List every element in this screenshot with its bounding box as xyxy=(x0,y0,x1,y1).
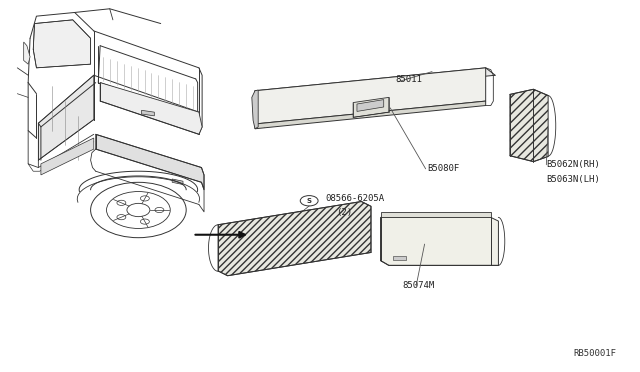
Polygon shape xyxy=(510,89,548,161)
Polygon shape xyxy=(96,134,204,190)
Polygon shape xyxy=(255,68,495,98)
Polygon shape xyxy=(172,179,183,185)
Text: 85011: 85011 xyxy=(395,76,422,84)
Polygon shape xyxy=(381,217,499,265)
Text: 85074M: 85074M xyxy=(403,281,435,290)
Polygon shape xyxy=(33,20,91,68)
Polygon shape xyxy=(394,256,406,260)
Polygon shape xyxy=(255,101,486,129)
Text: S: S xyxy=(307,198,312,204)
Polygon shape xyxy=(100,83,202,134)
Polygon shape xyxy=(141,110,154,116)
Polygon shape xyxy=(252,90,258,129)
Text: B5062N(RH): B5062N(RH) xyxy=(546,160,600,169)
Text: B5063N(LH): B5063N(LH) xyxy=(546,175,600,184)
Polygon shape xyxy=(353,97,389,117)
Polygon shape xyxy=(255,68,486,124)
Text: (2): (2) xyxy=(336,208,352,217)
Text: B5080F: B5080F xyxy=(427,164,460,173)
Polygon shape xyxy=(38,75,94,160)
Polygon shape xyxy=(41,138,94,175)
Text: RB50001F: RB50001F xyxy=(573,349,616,358)
Polygon shape xyxy=(255,91,264,128)
Polygon shape xyxy=(218,202,371,276)
Text: 08566-6205A: 08566-6205A xyxy=(325,193,384,203)
Polygon shape xyxy=(24,42,30,64)
Polygon shape xyxy=(357,100,384,112)
Polygon shape xyxy=(381,212,491,217)
Polygon shape xyxy=(303,210,316,216)
